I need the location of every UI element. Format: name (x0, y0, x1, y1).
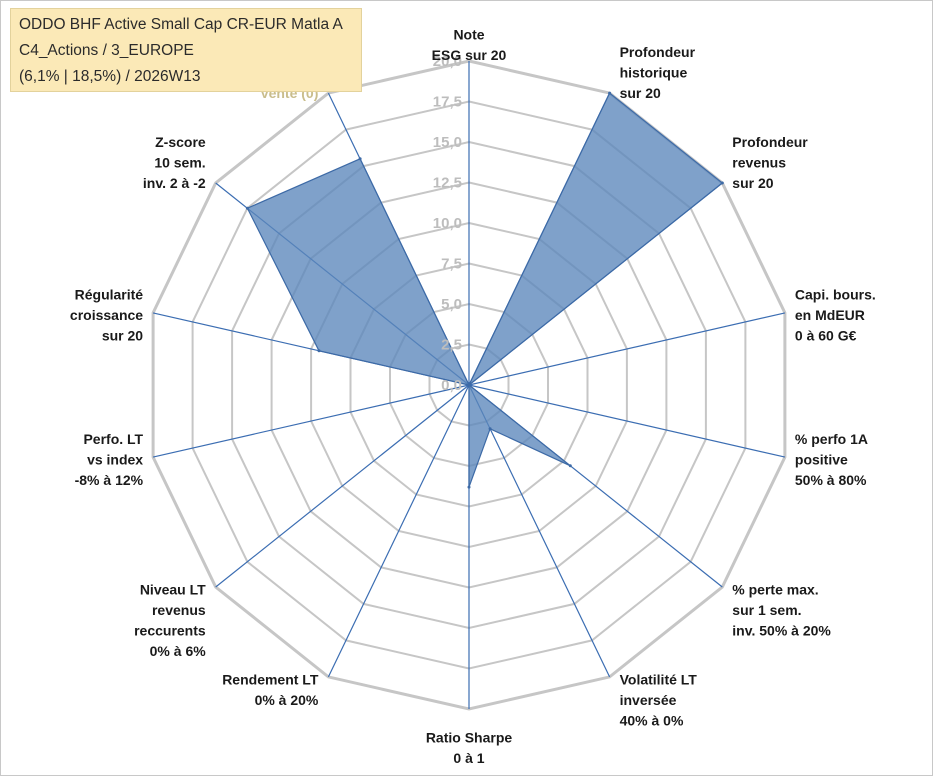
title-line-3: (6,1% | 18,5%) / 2026W13 (19, 68, 201, 85)
spoke-line (468, 384, 611, 678)
category-label-line: Capi. bours. (795, 287, 876, 303)
data-point (608, 91, 612, 95)
axis-tick-label: 12,5 (433, 175, 462, 192)
category-label: % perte max. sur 1 sem. inv. 50% à 20% (732, 582, 831, 639)
category-label-line: sur 20 (620, 85, 661, 101)
category-label-line: inv. 2 à -2 (143, 175, 206, 191)
category-label-line: Ratio Sharpe (426, 730, 513, 746)
category-label-line: sur 20 (102, 328, 143, 344)
category-label: Profondeur revenus sur 20 (732, 134, 808, 191)
axis-tick-label: 10,0 (433, 215, 462, 232)
category-label-line: sur 20 (732, 175, 773, 191)
category-label: Régularité croissance sur 20 (70, 287, 143, 344)
data-point (358, 157, 362, 161)
tick-label-layer: 0,0 2,5 5,0 7,5 10,0 12,5 15,0 17,5 20,0 (433, 53, 462, 394)
category-label-line: inversée (620, 692, 677, 708)
category-label-line: ESG sur 20 (432, 47, 507, 63)
category-label-line: Perfo. LT (83, 431, 143, 447)
category-label-line: Profondeur (620, 44, 696, 60)
category-label-line: 0 à 1 (453, 750, 484, 766)
data-point (467, 485, 471, 489)
spoke-line (327, 384, 470, 678)
category-label: Niveau LT revenus reccurents 0% à 6% (134, 582, 206, 660)
title-line-2: C4_Actions / 3_EUROPE (19, 42, 194, 59)
category-label-line: historique (620, 65, 688, 81)
category-label-line: 40% à 0% (620, 712, 684, 728)
category-label: Perfo. LT vs index -8% à 12% (75, 431, 144, 488)
title-box: ODDO BHF Active Small Cap CR-EUR Matla A… (10, 8, 362, 92)
category-label-line: 0 à 60 G€ (795, 328, 857, 344)
category-label-line: 10 sem. (154, 155, 205, 171)
category-label-layer: Note ESG sur 20 Profondeur historique sur 20… (70, 27, 876, 767)
axis-tick-label: 20,0 (433, 53, 462, 70)
category-label-line: croissance (70, 307, 143, 323)
title-line-1: ODDO BHF Active Small Cap CR-EUR Matla A (19, 16, 343, 33)
category-label-line: Rendement LT (222, 671, 319, 687)
category-label-line: positive (795, 451, 848, 467)
data-point (467, 383, 471, 387)
category-label-line: vs index (87, 451, 143, 467)
category-label-line: % perte max. (732, 582, 818, 598)
category-label: Rendement LT 0% à 20% (222, 671, 319, 708)
category-label-line: Profondeur (732, 134, 808, 150)
data-point (488, 427, 492, 431)
category-label-line: revenus (732, 155, 786, 171)
axis-tick-label: 5,0 (441, 296, 462, 313)
spoke-line (152, 384, 470, 458)
category-label-line: Note (453, 27, 484, 43)
category-label-line: sur 1 sem. (732, 602, 801, 618)
category-label-line: Volatilité LT (620, 671, 698, 687)
axis-tick-label: 2,5 (441, 337, 462, 354)
category-label-line: 0% à 20% (255, 692, 319, 708)
spoke-line (468, 384, 786, 458)
category-label-line: en MdEUR (795, 307, 865, 323)
data-point (245, 206, 249, 210)
data-point (568, 464, 572, 468)
axis-tick-label: 0,0 (441, 377, 462, 394)
category-label-line: % perfo 1A (795, 431, 868, 447)
spoke-line (215, 384, 470, 588)
category-label: Volatilité LT inversée 40% à 0% (620, 671, 698, 728)
category-label-line: Niveau LT (140, 582, 206, 598)
data-point (317, 349, 321, 353)
category-label-line: 50% à 80% (795, 472, 867, 488)
axis-tick-label: 7,5 (441, 256, 462, 273)
category-label: Z-score 10 sem. inv. 2 à -2 (143, 134, 206, 191)
category-label-line: Z-score (155, 134, 206, 150)
category-label-line: Régularité (75, 287, 144, 303)
category-label-line: reccurents (134, 623, 206, 639)
category-label: % perfo 1A positive 50% à 80% (795, 431, 868, 488)
series-area (246, 92, 724, 488)
category-label-line: inv. 50% à 20% (732, 623, 831, 639)
data-point (720, 181, 724, 185)
category-label-line: -8% à 12% (75, 472, 144, 488)
axis-tick-label: 15,0 (433, 134, 462, 151)
category-label: Profondeur historique sur 20 (620, 44, 696, 101)
data-area-layer (245, 91, 724, 489)
spoke-line (468, 312, 786, 386)
category-label-line: 0% à 6% (150, 643, 207, 659)
category-label: Ratio Sharpe 0 à 1 (426, 730, 513, 767)
category-label-line: revenus (152, 602, 206, 618)
category-label: Note ESG sur 20 (432, 27, 507, 64)
axis-tick-label: 17,5 (433, 94, 462, 111)
category-label: Capi. bours. en MdEUR 0 à 60 G€ (795, 287, 876, 344)
